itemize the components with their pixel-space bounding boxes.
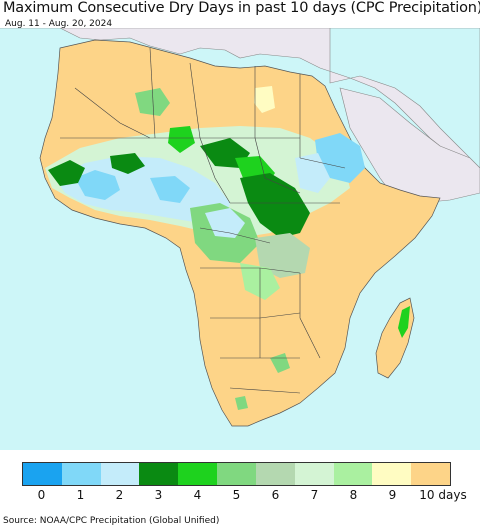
legend-swatch-9 [372, 463, 412, 485]
legend-label: 2 [115, 488, 124, 502]
legend-label: 1 [76, 488, 85, 502]
legend-swatch-5 [217, 463, 256, 485]
legend-label: 3 [154, 488, 163, 502]
ethiopia-blue [315, 133, 365, 183]
legend-label: 0 [37, 488, 46, 502]
legend-label: 7 [310, 488, 319, 502]
madagascar-green [398, 306, 410, 338]
legend-swatch-3 [139, 463, 179, 485]
legend-label: 5 [232, 488, 241, 502]
central-green [168, 126, 275, 188]
east-green [255, 233, 310, 278]
africa-map [0, 28, 480, 450]
legend-swatch-10 [411, 463, 450, 485]
west-africa-darkgreen [48, 138, 250, 186]
legend-swatch-0 [23, 463, 62, 485]
sahara-yellow-patch [254, 86, 275, 113]
legend-swatch-6 [255, 463, 295, 485]
legend-labels: 0 1 2 3 4 5 6 7 8 9 10 days [22, 488, 467, 504]
arabia [339, 87, 480, 204]
west-africa-blue2 [75, 170, 190, 203]
legend-swatch-7 [294, 463, 334, 485]
country-borders [60, 47, 346, 394]
legend-label: 8 [349, 488, 358, 502]
south-green-patch [235, 353, 290, 410]
legend-label: 4 [193, 488, 202, 502]
legend-swatch-8 [333, 463, 373, 485]
legend-swatch-4 [178, 463, 218, 485]
legend-label: 9 [388, 488, 397, 502]
sahara-green-patch [135, 88, 170, 116]
map-title: Maximum Consecutive Dry Days in past 10 … [3, 0, 480, 16]
legend-swatch-1 [61, 463, 101, 485]
central-darkgreen [240, 173, 310, 238]
legend-label: 10 days [419, 488, 467, 502]
color-legend [22, 462, 451, 486]
legend-label: 6 [271, 488, 280, 502]
source-note: Source: NOAA/CPC Precipitation (Global U… [3, 516, 220, 526]
date-range: Aug. 11 - Aug. 20, 2024 [5, 19, 113, 29]
legend-swatch-2 [100, 463, 140, 485]
